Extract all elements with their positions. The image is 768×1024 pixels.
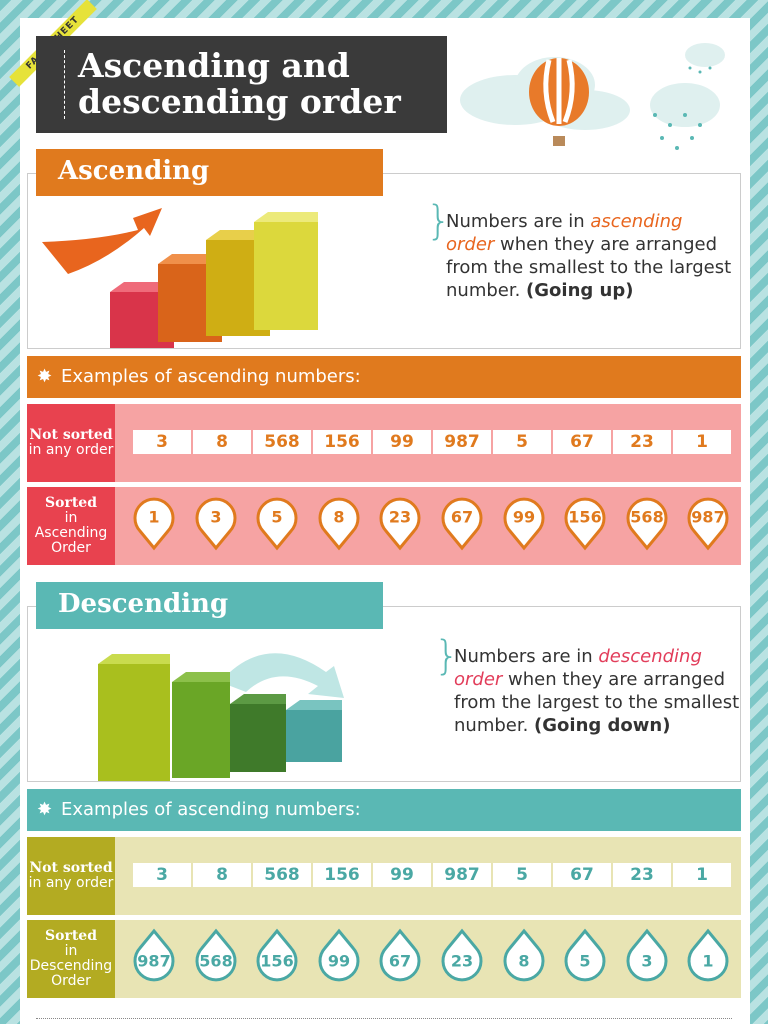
row-label-title: Sorted — [45, 928, 97, 944]
number-label: 8 — [333, 508, 344, 527]
number-pin: 99 — [318, 928, 360, 982]
number-box: 99 — [373, 430, 431, 454]
number-label: 5 — [580, 952, 591, 971]
number-label: 99 — [328, 952, 350, 971]
number-label: 8 — [518, 952, 529, 971]
number-label: 3 — [210, 508, 221, 527]
number-box: 1 — [673, 863, 731, 887]
number-pin: 1 — [133, 497, 175, 551]
number-pin: 67 — [441, 497, 483, 551]
number-label: 67 — [389, 952, 411, 971]
title-line: Ascending and — [78, 46, 350, 85]
description-text: Numbers are in — [446, 211, 591, 232]
number-box: 23 — [613, 863, 671, 887]
number-label: 156 — [568, 508, 601, 527]
number-label: 1 — [148, 508, 159, 527]
number-box: 568 — [253, 863, 311, 887]
description-text: Numbers are in — [454, 646, 599, 667]
number-box: 5 — [493, 863, 551, 887]
number-box: 156 — [313, 863, 371, 887]
example-row: Sorted in Ascending Order 1 3 5 8 23 67 99 156 568… — [27, 487, 741, 565]
number-pin: 987 — [133, 928, 175, 982]
number-label: 5 — [272, 508, 283, 527]
description-text: (Going up) — [526, 280, 634, 301]
number-pin: 156 — [564, 497, 606, 551]
number-pin: 67 — [379, 928, 421, 982]
number-pin: 568 — [626, 497, 668, 551]
number-box: 568 — [253, 430, 311, 454]
number-pin: 5 — [256, 497, 298, 551]
row-label: Not sorted in any order — [27, 404, 115, 482]
number-box: 8 — [193, 863, 251, 887]
row-label-title: Not sorted — [29, 860, 113, 876]
description-text: descending order — [454, 646, 702, 690]
number-box: 23 — [613, 430, 671, 454]
section-heading: Descending — [36, 582, 383, 629]
number-pin: 156 — [256, 928, 298, 982]
description-text: (Going down) — [534, 715, 671, 736]
row-label: Sorted in Ascending Order — [27, 487, 115, 565]
number-pin: 987 — [687, 497, 729, 551]
number-box: 156 — [313, 430, 371, 454]
example-row: Not sorted in any order 3 8 568 156 99 987 5 67 23… — [27, 837, 741, 915]
number-pin: 5 — [564, 928, 606, 982]
title: Ascending and descending order — [36, 36, 447, 133]
panel — [27, 173, 741, 349]
number-label: 987 — [137, 952, 170, 971]
number-box: 8 — [193, 430, 251, 454]
number-pin: 23 — [379, 497, 421, 551]
number-box: 99 — [373, 863, 431, 887]
examples-heading: Examples of ascending numbers: — [27, 356, 741, 398]
description-text: when they are arranged from the largest … — [454, 669, 740, 736]
number-label: 23 — [451, 952, 473, 971]
number-pin: 568 — [195, 928, 237, 982]
row-label: Not sorted in any order — [27, 837, 115, 915]
number-label: 67 — [451, 508, 473, 527]
section-heading: Ascending — [36, 149, 383, 196]
number-label: 987 — [692, 508, 725, 527]
number-pin: 1 — [687, 928, 729, 982]
footer-rule — [36, 1018, 732, 1019]
description-text: ascending order — [446, 211, 683, 255]
descending-illustration — [98, 653, 344, 782]
number-label: 568 — [630, 508, 663, 527]
number-pin: 99 — [503, 497, 545, 551]
number-box: 5 — [493, 430, 551, 454]
decoration — [460, 43, 725, 150]
examples-heading: Examples of ascending numbers: — [27, 789, 741, 831]
row-label: Sorted in Descending Order — [27, 920, 115, 998]
number-pin: 3 — [195, 497, 237, 551]
row-label-title: Not sorted — [29, 427, 113, 443]
title-line: descending order — [78, 82, 401, 121]
row-label-text: in Ascending Order — [34, 510, 108, 556]
number-box: 987 — [433, 863, 491, 887]
row-label-text: in any order — [28, 442, 114, 458]
number-pin: 23 — [441, 928, 483, 982]
number-label: 23 — [389, 508, 411, 527]
description: Numbers are in ascending order when they… — [426, 210, 736, 302]
number-label: 1 — [703, 952, 714, 971]
row-label-text: in any order — [28, 875, 114, 891]
number-box: 3 — [133, 863, 191, 887]
number-pin: 3 — [626, 928, 668, 982]
number-label: 3 — [641, 952, 652, 971]
number-label: 568 — [199, 952, 232, 971]
number-box: 67 — [553, 430, 611, 454]
row-label-text: in Descending Order — [29, 943, 113, 989]
ascending-illustration — [42, 208, 318, 348]
number-pin: 8 — [318, 497, 360, 551]
example-row: Not sorted in any order 3 8 568 156 99 987 5 67 23… — [27, 404, 741, 482]
description-text: when they are arranged from the smallest… — [446, 234, 732, 301]
description: Numbers are in descending order when the… — [434, 645, 744, 737]
number-box: 1 — [673, 430, 731, 454]
number-box: 987 — [433, 430, 491, 454]
number-pin: 8 — [503, 928, 545, 982]
number-box: 3 — [133, 430, 191, 454]
row-label-title: Sorted — [45, 495, 97, 511]
number-label: 99 — [512, 508, 534, 527]
number-box: 67 — [553, 863, 611, 887]
number-label: 156 — [260, 952, 293, 971]
example-row: Sorted in Descending Order 987 568 156 99 67 23… — [27, 920, 741, 998]
